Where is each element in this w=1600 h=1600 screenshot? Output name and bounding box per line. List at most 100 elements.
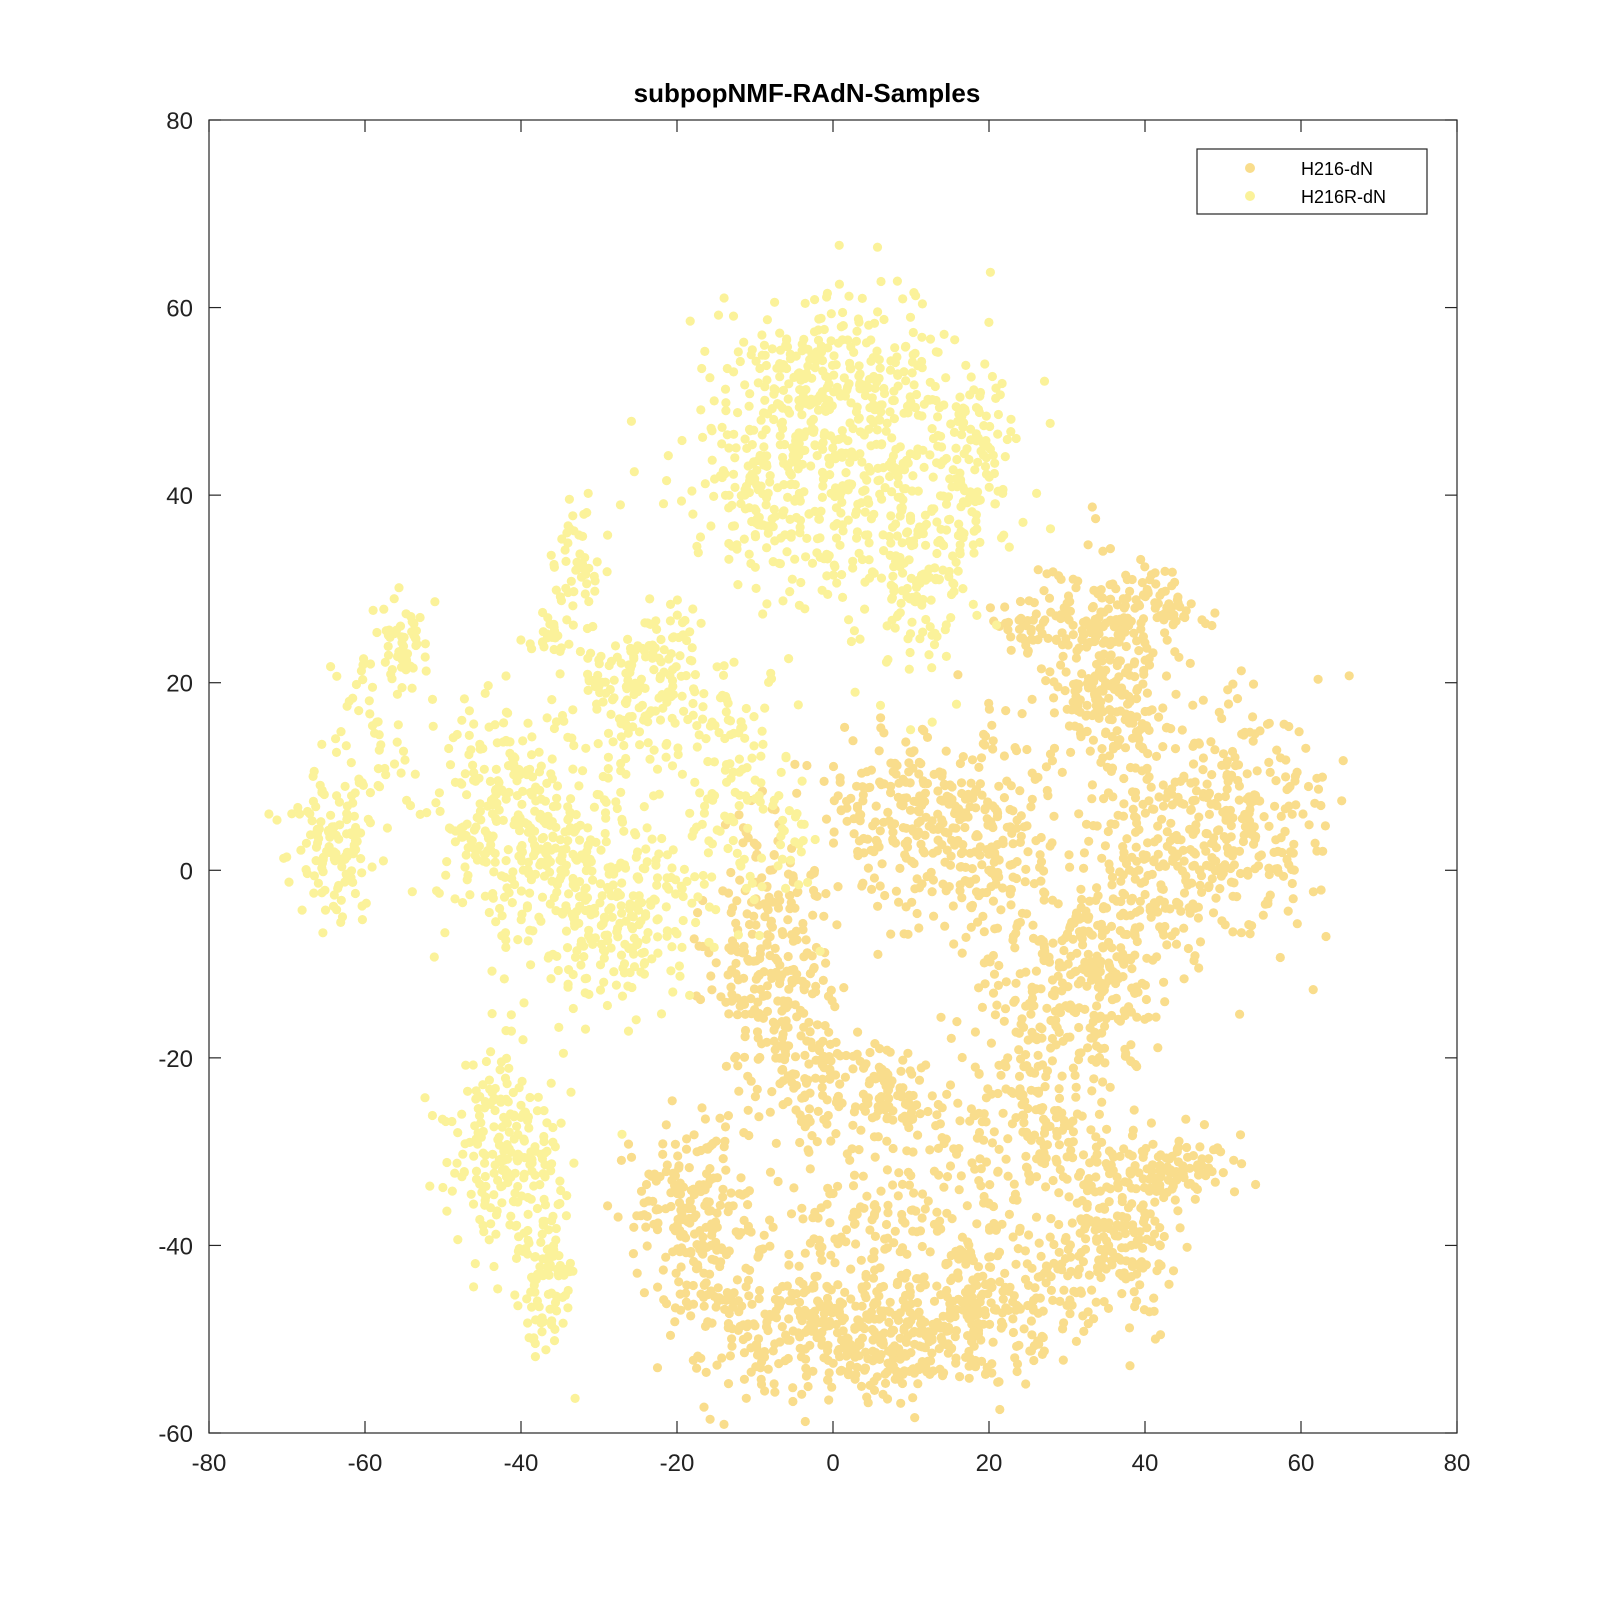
data-point	[1190, 1194, 1200, 1204]
data-point	[1006, 427, 1016, 437]
data-point	[954, 1185, 964, 1195]
data-point	[712, 1245, 722, 1255]
data-point	[1096, 1044, 1106, 1054]
data-point	[743, 823, 753, 833]
data-point	[906, 573, 916, 584]
data-point	[1217, 916, 1227, 926]
data-point	[804, 1059, 814, 1069]
data-point	[1150, 568, 1160, 578]
data-point	[499, 718, 509, 728]
data-point	[890, 343, 900, 353]
data-point	[865, 1380, 875, 1390]
data-point	[1003, 1305, 1014, 1315]
data-point	[846, 1264, 856, 1274]
data-point	[826, 1250, 836, 1260]
data-point	[771, 1138, 781, 1148]
data-point	[989, 1127, 999, 1137]
data-point	[843, 515, 853, 525]
data-point	[545, 899, 555, 909]
data-point	[1027, 1263, 1037, 1273]
data-point	[1149, 1293, 1159, 1303]
data-point	[963, 789, 974, 800]
data-point	[756, 1379, 767, 1389]
data-point	[987, 1359, 997, 1369]
data-point	[1043, 791, 1053, 801]
data-point	[700, 801, 710, 811]
data-point	[1176, 906, 1186, 916]
data-point	[1019, 1324, 1029, 1334]
data-point	[1045, 524, 1056, 534]
data-point	[985, 421, 995, 432]
data-point	[807, 1131, 817, 1141]
data-point	[782, 342, 793, 352]
data-point	[973, 404, 984, 414]
data-point	[787, 1296, 797, 1306]
data-point	[987, 720, 997, 730]
data-point	[1059, 1285, 1069, 1295]
data-point	[889, 414, 900, 424]
data-point	[756, 1349, 766, 1359]
data-point	[901, 902, 911, 912]
data-point	[790, 1052, 801, 1062]
data-point	[896, 1348, 906, 1358]
data-point	[885, 1297, 895, 1307]
data-point	[699, 1292, 709, 1302]
data-point	[688, 1355, 698, 1365]
data-point	[858, 486, 868, 496]
data-point	[1060, 686, 1070, 696]
data-point	[927, 424, 937, 434]
data-point	[1035, 850, 1045, 860]
data-point	[801, 1363, 811, 1373]
data-point	[945, 1161, 956, 1171]
data-point	[1235, 1130, 1246, 1140]
data-point	[814, 349, 824, 359]
data-point	[1151, 1177, 1161, 1187]
data-point	[868, 1273, 879, 1283]
data-point	[810, 506, 820, 516]
data-point	[1077, 625, 1087, 635]
data-point	[844, 615, 854, 625]
data-point	[985, 820, 995, 830]
data-point	[1118, 853, 1128, 863]
data-point	[678, 891, 688, 902]
data-point	[828, 1358, 838, 1368]
data-point	[926, 595, 936, 605]
data-point	[1008, 1327, 1019, 1338]
data-point	[950, 335, 960, 345]
data-point	[641, 1179, 652, 1190]
data-point	[863, 834, 873, 844]
data-point	[1016, 831, 1026, 841]
data-point	[1129, 628, 1139, 638]
data-point	[786, 898, 796, 908]
data-point	[593, 739, 603, 749]
data-point	[811, 356, 821, 366]
data-point	[1228, 813, 1238, 823]
data-point	[730, 482, 740, 492]
data-point	[1137, 578, 1147, 588]
data-point	[743, 1105, 753, 1115]
data-point	[822, 292, 832, 302]
data-point	[474, 841, 484, 851]
data-point	[1089, 1074, 1099, 1084]
data-point	[818, 1090, 828, 1100]
data-point	[516, 852, 526, 863]
data-point	[1092, 821, 1102, 831]
data-point	[932, 1110, 942, 1120]
data-point	[1250, 864, 1260, 874]
data-point	[936, 524, 946, 534]
data-point	[752, 1027, 763, 1037]
data-point	[1248, 736, 1258, 746]
data-point	[608, 880, 618, 890]
data-point	[735, 1001, 745, 1011]
data-point	[647, 954, 657, 964]
data-point	[833, 882, 843, 892]
data-point	[1133, 684, 1143, 694]
data-point	[1157, 814, 1167, 824]
data-point	[984, 865, 994, 875]
data-point	[827, 401, 837, 411]
data-point	[1033, 565, 1043, 575]
data-point	[1049, 708, 1059, 718]
data-point	[1017, 1014, 1027, 1024]
data-point	[1064, 615, 1074, 625]
data-point	[899, 1323, 909, 1333]
